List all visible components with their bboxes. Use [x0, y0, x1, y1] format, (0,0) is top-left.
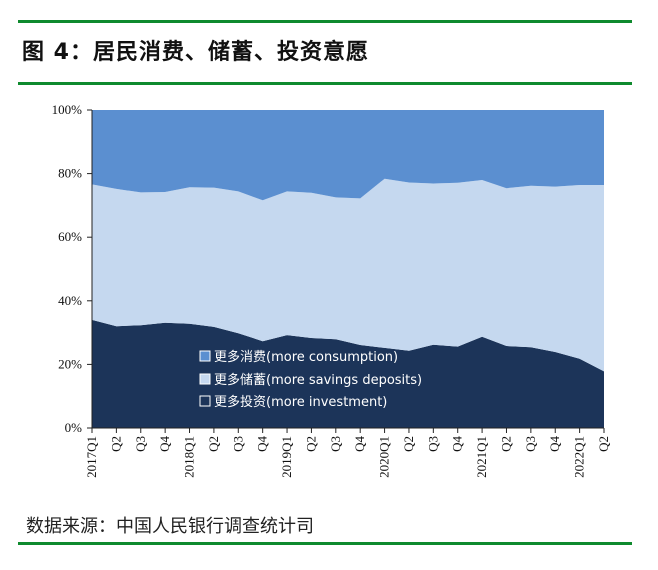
figure-title: 图 4：居民消费、储蓄、投资意愿	[22, 40, 369, 65]
x-tick-label: Q2	[206, 436, 221, 452]
y-tick-label: 40%	[58, 293, 82, 308]
x-tick-label: Q4	[450, 436, 465, 452]
x-tick-label: Q2	[108, 436, 123, 452]
legend-entry: 更多消费(more consumption)	[214, 349, 398, 365]
x-tick-label: Q2	[303, 436, 318, 452]
y-tick-label: 80%	[58, 166, 82, 181]
x-tick-label: Q3	[328, 436, 343, 452]
legend-marker	[199, 395, 211, 407]
legend-marker	[199, 350, 211, 362]
y-tick-label: 20%	[58, 356, 82, 371]
area-consumption	[92, 110, 604, 201]
x-tick-label: 2019Q1	[279, 436, 294, 478]
x-tick-label: Q2	[401, 436, 416, 452]
y-tick-label: 100%	[52, 102, 83, 117]
x-tick-label: Q2	[596, 436, 611, 452]
top-rule	[18, 20, 632, 23]
y-tick-label: 60%	[58, 229, 82, 244]
bottom-rule	[18, 542, 632, 545]
x-tick-label: Q4	[157, 436, 172, 452]
x-tick-label: 2018Q1	[182, 436, 197, 478]
x-tick-label: 2017Q1	[84, 436, 99, 478]
x-tick-label: 2022Q1	[572, 436, 587, 478]
x-tick-label: Q3	[133, 436, 148, 452]
x-tick-label: 2020Q1	[377, 436, 392, 478]
legend-marker	[199, 373, 211, 385]
x-tick-label: Q3	[523, 436, 538, 452]
x-tick-label: Q4	[547, 436, 562, 452]
data-source: 数据来源：中国人民银行调查统计司	[26, 516, 314, 537]
x-tick-label: Q4	[255, 436, 270, 452]
x-tick-label: Q2	[498, 436, 513, 452]
y-tick-label: 0%	[65, 420, 83, 435]
x-tick-label: Q3	[230, 436, 245, 452]
x-tick-label: 2021Q1	[474, 436, 489, 478]
x-tick-label: Q3	[425, 436, 440, 452]
area-investment	[92, 319, 604, 428]
x-tick-label: Q4	[352, 436, 367, 452]
area-savings	[92, 178, 604, 372]
legend-entry: 更多投资(more investment)	[214, 394, 387, 410]
stacked-area-chart: 0% 20% 40% 60% 80% 100% 2017Q1 Q2 Q3 Q4 2018Q1 Q2 Q3…	[52, 102, 611, 478]
legend-entry: 更多储蓄(more savings deposits)	[214, 372, 422, 388]
title-rule	[18, 82, 632, 85]
